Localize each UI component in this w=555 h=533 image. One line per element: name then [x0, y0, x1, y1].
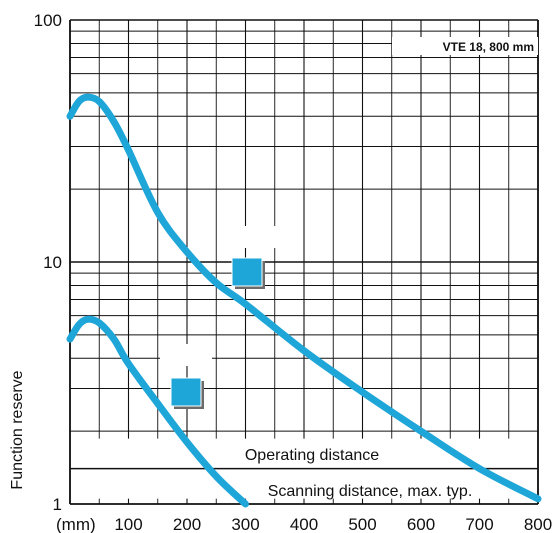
threshold-label-above: Operating distance: [245, 447, 379, 464]
x-axis-ticks: 100 200 300 400 500 600 700 800: [114, 515, 552, 533]
series-line-2: [66, 315, 249, 508]
badge-1: [231, 257, 263, 287]
series-label-background: [224, 226, 276, 248]
series-line-1: [66, 93, 542, 503]
y-axis-label: Function reserve: [9, 370, 26, 489]
threshold-label-below: Scanning distance, max. typ.: [268, 483, 473, 500]
series-labels: [160, 226, 276, 409]
y-tick-label: 100: [34, 11, 62, 30]
series-label-background: [160, 344, 212, 366]
x-axis-unit: (mm): [56, 515, 96, 533]
operating-distance-threshold: [69, 20, 539, 505]
y-tick-label: 10: [43, 253, 62, 272]
x-tick-label: 800: [524, 515, 552, 533]
badge-2: [170, 377, 202, 407]
grid: [69, 19, 539, 505]
chart-tag: VTE 18, 800 mm: [443, 40, 534, 54]
y-tick-label: 1: [53, 495, 62, 514]
x-tick-label: 200: [173, 515, 201, 533]
y-axis-ticks: 1 10 100: [34, 11, 62, 514]
series-lines: [66, 93, 542, 508]
x-tick-label: 100: [114, 515, 142, 533]
chart-tag-background: [392, 37, 538, 55]
x-tick-label: 600: [407, 515, 435, 533]
x-tick-label: 700: [465, 515, 493, 533]
x-tick-label: 500: [348, 515, 376, 533]
x-tick-label: 300: [231, 515, 259, 533]
x-tick-label: 400: [290, 515, 318, 533]
